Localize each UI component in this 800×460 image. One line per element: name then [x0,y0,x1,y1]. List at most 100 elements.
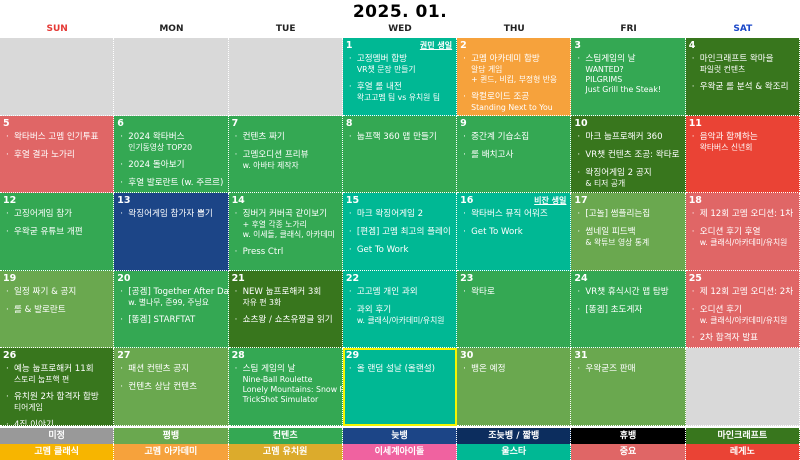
event-item[interactable]: 일정 짜기 & 공지 [6,287,110,298]
event-title: 제 12회 고멤 오디션: 1차 [699,209,794,220]
day-cell[interactable]: 23 왁타로 [457,270,572,349]
event-item[interactable]: 2024 돌아보기 [120,160,224,171]
event-title: 롤 & 발로란트 [14,304,66,315]
event-detail: 자유 편 3화 [242,297,282,307]
event-item[interactable]: 오디션 후기 후열w. 클래식/아카데미/유치원 [692,227,796,248]
day-cell[interactable]: 15 마크 왁징어게임 2 [편겜] 고멤 최고의 플레이 Get To Work [342,193,458,271]
event-item[interactable]: 고징어게임 참가 [6,209,110,220]
event-item[interactable]: 과외 후기w. 클래식/아카데미/유치원 [349,305,453,326]
event-item[interactable]: [똥겜] STARFTAT [120,315,224,326]
event-item[interactable]: 마크 왁징어게임 2 [349,209,453,220]
event-item[interactable]: 오디션 후기w. 클래식/아카데미/유치원 [692,305,796,326]
day-cell[interactable]: 12 고징어게임 참가우왁굳 유튜브 개편 [0,193,115,271]
event-detail: 인기동영상 TOP20 [128,142,193,152]
event-item[interactable]: [편겜] 고멤 최고의 플레이 [349,227,453,238]
event-item[interactable]: 중간계 기습소집 [463,132,567,143]
day-cell[interactable]: 17 [고놀] 썸플리는집썸네일 피드백& 왁튜브 영상 통계 [571,193,686,271]
event-item[interactable]: 왁타버스 뮤직 어워즈 [463,209,567,220]
event-title: VR챗 컨텐츠 조공: 왁타로 [585,149,680,160]
day-cell[interactable]: 22 고고멤 개인 과외과외 후기w. 클래식/아카데미/유치원 [342,270,458,349]
event-item[interactable]: 제 12회 고멤 오디션: 2차 [692,287,796,298]
day-cell[interactable]: 30 뱅온 예정 [457,348,572,426]
event-item[interactable]: 썸네일 피드백& 왁튜브 영상 통계 [577,227,681,248]
event-item[interactable]: 롤 배치고사 [463,150,567,161]
event-item[interactable]: 올 랜덤 설날 (올랜설) [349,364,453,375]
event-item[interactable]: 롤 & 발로란트 [6,305,110,316]
day-cell[interactable]: 29 올 랜덤 설날 (올랜설) [342,348,458,426]
event-title: 패션 컨텐츠 공지 [128,364,190,375]
event-item[interactable]: 왁타로 [463,287,567,298]
event-item[interactable]: [똥겜] 초도게자 [577,305,681,316]
event-item[interactable]: VR챗 휴식시간 맵 탐방 [577,287,681,298]
day-cell[interactable]: 19 일정 짜기 & 공지롤 & 발로란트 [0,270,115,349]
day-number: 20 [117,272,131,284]
event-item[interactable]: 왁징어게임 2 공지& 티저 공개 [577,168,681,189]
event-item[interactable]: 우왁굳 유튜브 개편 [6,227,110,238]
event-item[interactable]: 제 12회 고멤 오디션: 1차 [692,209,796,220]
event-item[interactable]: Press Ctrl [235,247,339,258]
day-cell[interactable]: 8눕프핵 360 맵 만들기 [342,115,458,194]
event-item[interactable]: 컨텐츠 상남 컨텐츠 [120,382,224,393]
day-cell[interactable]: 9 중간계 기습소집롤 배치고사 [457,115,572,194]
event-item[interactable]: 쇼츠왕 / 쇼츠유짱글 읽기 [235,315,339,326]
event-item[interactable]: 4집 이야기 [6,420,110,425]
event-item[interactable]: 컨텐츠 짜기 [235,132,339,143]
day-cell[interactable]: 27 패션 컨텐츠 공지컨텐츠 상남 컨텐츠 [114,348,229,426]
event-item[interactable]: VR챗 컨텐츠 조공: 왁타로 [577,150,681,161]
day-cell[interactable]: 16 비잔 생일왁타버스 뮤직 어워즈 Get To Work [457,193,572,271]
day-cell[interactable]: 31 우왁굳즈 판매 [571,348,686,426]
event-detail: PILGRIMS [585,75,623,84]
event-item[interactable]: 우왁굳 롤 분석 & 왁조리 [692,82,796,93]
event-item[interactable]: 우왁굳즈 판매 [577,364,681,375]
event-item[interactable]: 뱅온 예정 [463,364,567,375]
event-item[interactable]: 왁징어게임 참가자 뽑기 [120,209,224,220]
event-item[interactable]: 왁타버스 고멤 인기투표 [6,132,110,143]
day-cell[interactable]: 13 왁징어게임 참가자 뽑기 [114,193,229,271]
event-item[interactable]: 패션 컨텐츠 공지 [120,364,224,375]
event-item[interactable]: 후열 발로란트 (w. 주르르) [120,178,224,189]
day-cell[interactable]: 25 제 12회 고멤 오디션: 2차오디션 후기w. 클래식/아카데미/유치원 2… [685,270,800,349]
event-item[interactable]: 2차 합격자 발표 [692,333,796,344]
event-item[interactable]: Get To Work [349,245,453,256]
event-item[interactable]: 마크 눕프로해커 360 [577,132,681,143]
event-title: 중간계 기습소집 [471,131,530,142]
day-cell[interactable]: 24 VR챗 휴식시간 맵 탐방 [똥겜] 초도게자 [571,270,686,349]
event-item[interactable]: Get To Work [463,227,567,238]
day-cell[interactable]: 18 제 12회 고멤 오디션: 1차오디션 후기 후열w. 클래식/아카데미/유… [685,193,800,271]
event-item[interactable]: 후열 결과 노가리 [6,150,110,161]
event-item[interactable]: 고고멤 개인 과외 [349,287,453,298]
event-title: 컨텐츠 짜기 [242,131,285,142]
day-cell[interactable]: 5 왁타버스 고멤 인기투표후열 결과 노가리 [0,115,115,194]
event-item[interactable]: [고놀] 썸플리는집 [577,209,681,220]
weekday-label: TUE [275,24,296,34]
day-cell[interactable]: 10 마크 눕프로해커 360 VR챗 컨텐츠 조공: 왁타로왁징어게임 2 공지&… [571,115,686,194]
event-item[interactable]: 눕프핵 360 맵 만들기 [349,132,453,143]
